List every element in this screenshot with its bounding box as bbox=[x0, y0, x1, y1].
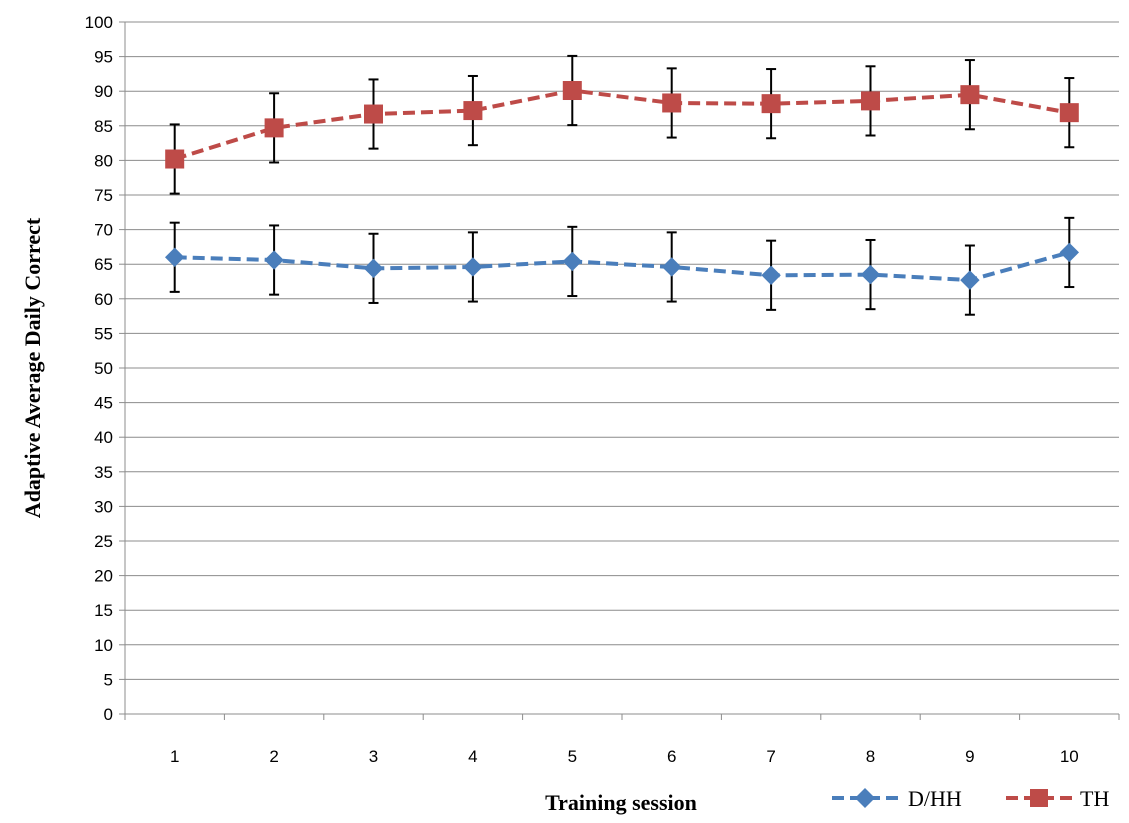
y-tick-label-90: 90 bbox=[94, 82, 113, 101]
series-lines bbox=[174, 88, 1070, 283]
series-line-dhh bbox=[174, 250, 1070, 283]
y-tick-label-100: 100 bbox=[85, 13, 113, 32]
x-tick-labels: 1 2 3 4 5 6 7 8 9 10 bbox=[170, 747, 1079, 766]
y-tick-labels: 0 5 10 15 20 25 30 35 40 45 50 55 60 65 70 75 80 85 90 95 10… bbox=[85, 13, 113, 724]
data-point-th-2 bbox=[264, 118, 284, 138]
legend-label-dhh: D/HH bbox=[908, 786, 962, 811]
data-point-dhh-9 bbox=[960, 270, 980, 290]
x-tick-label-10: 10 bbox=[1060, 747, 1079, 766]
y-tick-label-40: 40 bbox=[94, 428, 113, 447]
data-point-th-7 bbox=[761, 94, 781, 114]
data-point-th-8 bbox=[861, 91, 880, 111]
x-tick-label-8: 8 bbox=[866, 747, 875, 766]
x-axis-title: Training session bbox=[545, 790, 697, 815]
y-tick-label-10: 10 bbox=[94, 636, 113, 655]
data-point-dhh-8 bbox=[860, 264, 881, 285]
data-point-th-1 bbox=[165, 149, 185, 169]
data-point-th-4 bbox=[463, 101, 483, 121]
y-tick-label-70: 70 bbox=[94, 221, 113, 240]
y-tick-label-35: 35 bbox=[94, 463, 113, 482]
y-tick-label-80: 80 bbox=[94, 151, 113, 170]
legend-item-dhh: D/HH bbox=[832, 786, 962, 811]
data-point-th-9 bbox=[960, 85, 980, 105]
data-point-dhh-1 bbox=[164, 247, 185, 267]
legend: D/HH TH bbox=[832, 786, 1109, 811]
data-point-th-3 bbox=[364, 104, 383, 124]
y-tick-label-45: 45 bbox=[94, 394, 113, 413]
y-tick-label-85: 85 bbox=[94, 117, 113, 136]
y-tick-label-30: 30 bbox=[94, 497, 113, 516]
series-markers bbox=[164, 81, 1080, 290]
x-tick-label-5: 5 bbox=[568, 747, 577, 766]
x-tick-label-1: 1 bbox=[170, 747, 179, 766]
y-tick-label-25: 25 bbox=[94, 532, 113, 551]
y-tick-label-20: 20 bbox=[94, 567, 113, 586]
y-tick-label-50: 50 bbox=[94, 359, 113, 378]
y-tick-label-15: 15 bbox=[94, 601, 113, 620]
x-tick-label-7: 7 bbox=[766, 747, 775, 766]
x-tick-label-6: 6 bbox=[667, 747, 676, 766]
axes bbox=[119, 21, 1120, 720]
y-tick-label-95: 95 bbox=[94, 48, 113, 67]
data-point-dhh-6 bbox=[661, 257, 682, 277]
data-point-dhh-5 bbox=[562, 251, 583, 272]
legend-marker-th bbox=[1030, 789, 1048, 807]
gridlines bbox=[125, 21, 1119, 680]
y-tick-label-0: 0 bbox=[104, 705, 113, 724]
data-point-th-10 bbox=[1059, 103, 1079, 123]
data-point-th-5 bbox=[562, 81, 582, 101]
x-tick-label-3: 3 bbox=[369, 747, 378, 766]
data-point-dhh-4 bbox=[463, 257, 483, 277]
y-tick-label-55: 55 bbox=[94, 324, 113, 343]
x-tick-label-2: 2 bbox=[269, 747, 278, 766]
series-line-th bbox=[174, 88, 1070, 161]
data-point-dhh-2 bbox=[264, 250, 284, 270]
x-tick-label-9: 9 bbox=[965, 747, 974, 766]
y-tick-label-60: 60 bbox=[94, 290, 113, 309]
error-bars bbox=[169, 54, 1075, 316]
data-point-dhh-3 bbox=[363, 258, 384, 279]
data-point-dhh-10 bbox=[1059, 242, 1080, 263]
legend-label-th: TH bbox=[1080, 786, 1109, 811]
y-tick-label-5: 5 bbox=[104, 670, 113, 689]
y-tick-label-75: 75 bbox=[94, 186, 113, 205]
data-point-th-6 bbox=[662, 93, 682, 113]
x-tick-label-4: 4 bbox=[468, 747, 477, 766]
legend-marker-dhh bbox=[855, 788, 875, 808]
data-point-dhh-7 bbox=[761, 265, 781, 285]
y-axis-title: Adaptive Average Daily Correct bbox=[20, 217, 45, 518]
legend-item-th: TH bbox=[1006, 786, 1109, 811]
y-tick-label-65: 65 bbox=[94, 255, 113, 274]
